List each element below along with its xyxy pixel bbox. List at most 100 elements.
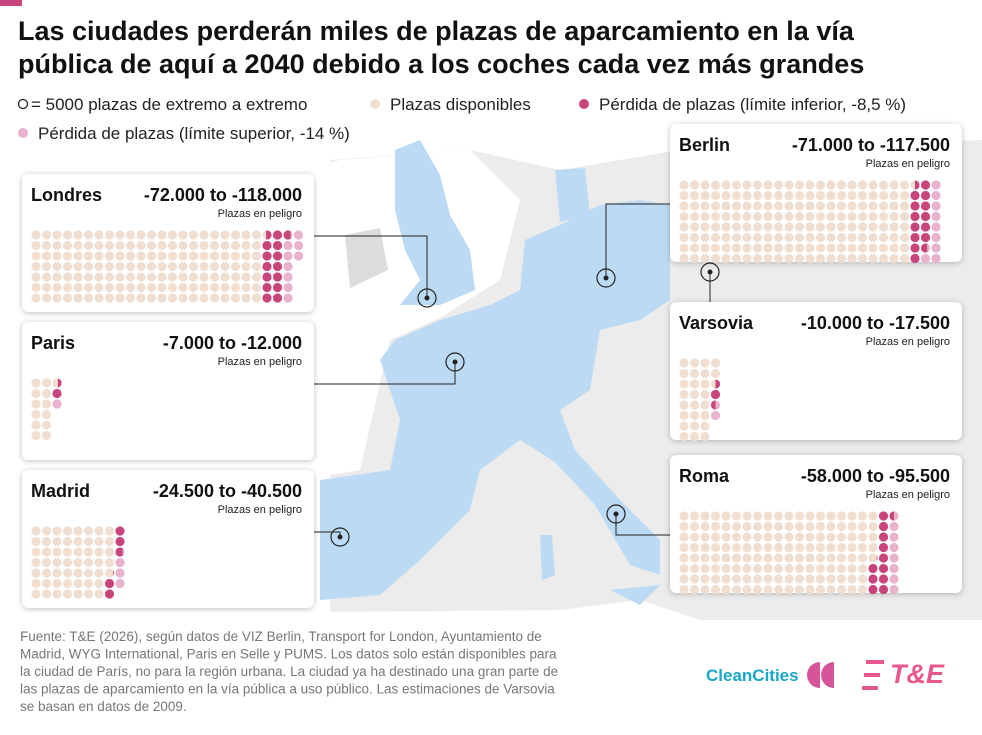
dot-available <box>857 521 868 532</box>
dot-available <box>689 431 700 442</box>
dot-available <box>721 232 731 243</box>
dot-available <box>679 232 689 243</box>
dot-available <box>721 201 731 211</box>
dot-available <box>73 536 83 547</box>
dot-available <box>731 243 742 253</box>
dot-available <box>794 180 805 190</box>
dot-available <box>794 190 805 201</box>
source-line: se basan en datos de 2009. <box>20 699 187 714</box>
dot-available <box>83 282 94 293</box>
dot-available <box>157 272 167 282</box>
dot-loss-upper <box>889 553 899 563</box>
dot-available <box>763 253 773 264</box>
dot-loss-lower <box>910 243 920 253</box>
dot-available <box>742 521 752 532</box>
dot-available <box>805 243 815 253</box>
dot-available <box>125 230 136 240</box>
dot-available <box>94 536 104 547</box>
dot-available <box>836 180 847 190</box>
dot-available <box>125 240 136 251</box>
connector <box>605 203 670 278</box>
dot-available <box>731 201 742 211</box>
dot-loss-lower <box>889 511 895 521</box>
dot-available <box>763 211 773 222</box>
dot-loss-upper <box>931 211 941 222</box>
dot-available <box>83 251 94 261</box>
dot-available <box>73 589 83 599</box>
dot-available <box>115 293 125 303</box>
dot-available <box>784 532 794 542</box>
dot-available <box>104 282 115 293</box>
dot-available <box>836 584 847 595</box>
dot-available <box>94 293 104 303</box>
dot-available <box>689 553 700 563</box>
dot-available <box>836 222 847 232</box>
dot-loss-lower <box>910 201 920 211</box>
dot-available <box>805 211 815 222</box>
dot-available <box>763 201 773 211</box>
dot-available <box>679 243 689 253</box>
dot-available <box>794 553 805 563</box>
dot-available <box>721 542 731 553</box>
dot-available <box>679 421 689 431</box>
dot-loss-upper <box>931 190 941 201</box>
dot-available <box>178 293 188 303</box>
dot-available <box>721 553 731 563</box>
dot-available <box>136 261 146 272</box>
dot-available <box>62 589 73 599</box>
dot-loss-upper <box>889 521 899 532</box>
dot-available <box>157 282 167 293</box>
dot-available <box>241 293 251 303</box>
dot-available <box>31 282 41 293</box>
dot-loss-upper <box>927 243 931 253</box>
dot-available <box>794 222 805 232</box>
dot-loss-lower <box>868 574 878 584</box>
logo-mark <box>807 662 834 688</box>
dot-loss-lower <box>868 584 878 595</box>
dot-available <box>251 282 262 293</box>
legend-swatch <box>370 99 380 109</box>
dot-loss-upper <box>920 253 931 264</box>
dot-available <box>889 180 899 190</box>
dot-available <box>62 282 73 293</box>
dot-available <box>700 421 710 431</box>
dot-available <box>73 568 83 578</box>
dot-available <box>815 511 826 521</box>
dot-available <box>41 578 52 589</box>
dot-available <box>815 201 826 211</box>
dot-available <box>31 578 41 589</box>
dot-available <box>794 201 805 211</box>
dot-available <box>826 232 836 243</box>
dot-available <box>94 240 104 251</box>
dot-available <box>857 511 868 521</box>
dot-available <box>784 180 794 190</box>
dot-available <box>773 243 784 253</box>
dot-available <box>773 253 784 264</box>
dot-loss-lower <box>272 272 283 282</box>
dot-available <box>31 536 41 547</box>
source-line: las plazas de aparcamiento en la vía púb… <box>20 682 555 697</box>
dot-available <box>125 293 136 303</box>
dot-available <box>878 190 889 201</box>
dot-available <box>689 232 700 243</box>
dot-available <box>710 211 721 222</box>
dot-available <box>815 542 826 553</box>
dot-available <box>731 542 742 553</box>
dot-available <box>794 584 805 595</box>
dot-available <box>784 553 794 563</box>
dot-available <box>826 211 836 222</box>
dot-loss-upper <box>715 400 721 410</box>
dot-available <box>83 557 94 568</box>
dot-available <box>700 201 710 211</box>
dot-available <box>679 431 689 442</box>
dot-available <box>731 180 742 190</box>
dot-available <box>847 243 857 253</box>
dot-loss-lower <box>878 511 889 521</box>
dot-available <box>62 251 73 261</box>
dot-available <box>721 584 731 595</box>
source-line: Madrid, WYG International, Paris en Sell… <box>20 647 557 662</box>
dot-loss-lower <box>115 526 125 536</box>
dot-available <box>52 251 62 261</box>
dot-loss-lower <box>920 190 931 201</box>
marker-ring <box>417 288 437 308</box>
